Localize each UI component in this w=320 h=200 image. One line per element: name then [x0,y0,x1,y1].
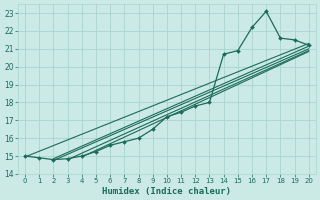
X-axis label: Humidex (Indice chaleur): Humidex (Indice chaleur) [102,187,231,196]
